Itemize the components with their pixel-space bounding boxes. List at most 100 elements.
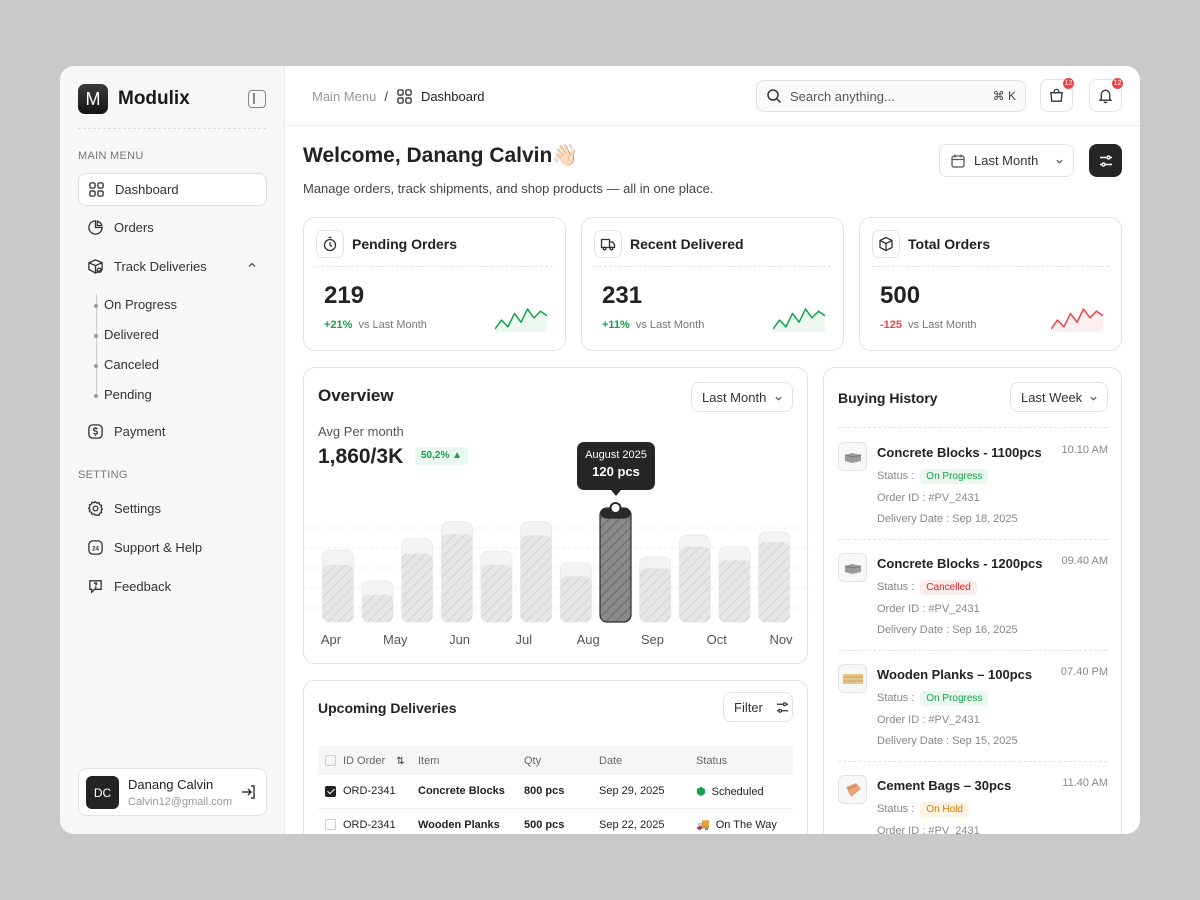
change-badge: 50,2% ▲ [415, 447, 469, 465]
x-tick-label: Jul [516, 632, 533, 647]
sidebar-item-track-deliveries[interactable]: Track Deliveries [78, 250, 267, 283]
submenu-pending[interactable]: Pending [94, 387, 152, 402]
select-all-checkbox[interactable] [325, 755, 336, 767]
qty: 800 pcs [524, 775, 599, 809]
table-row[interactable]: ORD-2341 Concrete Blocks 800 pcs Sep 29,… [318, 775, 793, 809]
history-item[interactable]: Cement Bags – 30pcs 11.40 AM Status : On … [838, 775, 1108, 834]
divider [78, 128, 266, 129]
submenu-delivered[interactable]: Delivered [94, 327, 159, 342]
history-period-select[interactable]: Last Week [1010, 382, 1108, 412]
stat-delta: +11% vs Last Month [602, 319, 704, 331]
box-search-icon [87, 258, 104, 275]
overview-bar-chart: Apr May Jun Jul Aug Sep Oct Nov [304, 502, 809, 647]
page-title: Welcome, Danang Calvin👋🏻 [303, 144, 579, 167]
deliveries-title: Upcoming Deliveries [318, 700, 457, 716]
sidebar-item-orders[interactable]: Orders [78, 211, 267, 244]
x-tick-label: Jun [449, 632, 470, 647]
sidebar-item-support[interactable]: 24 Support & Help [78, 531, 267, 564]
sidebar-item-label: Orders [114, 220, 154, 235]
brand-name: Modulix [118, 88, 190, 109]
status: 🚚 On The Way [696, 808, 793, 834]
column-header-id[interactable]: ID Order ⇅ [318, 746, 418, 775]
status: ⬢ Scheduled [696, 775, 793, 809]
filter-settings-button[interactable] [1089, 144, 1122, 177]
history-item-order: Order ID : #PV_2431 [877, 603, 980, 615]
history-item-time: 09.40 AM [1061, 555, 1108, 567]
user-card[interactable]: DC Danang Calvin Calvin12@gmail.com [78, 768, 267, 816]
history-item[interactable]: Concrete Blocks - 1200pcs 09.40 AM Statu… [838, 553, 1108, 664]
sort-icon[interactable]: ⇅ [396, 755, 405, 767]
bar-highlight[interactable] [599, 507, 632, 623]
breadcrumb-root[interactable]: Main Menu [312, 89, 377, 104]
submenu-on-progress[interactable]: On Progress [94, 297, 177, 312]
bar-fill [441, 534, 473, 622]
history-item-order: Order ID : #PV_2431 [877, 714, 980, 726]
table-row[interactable]: ORD-2341 Wooden Planks 500 pcs Sep 22, 2… [318, 808, 793, 834]
notification-button[interactable]: 12 [1089, 77, 1124, 112]
search-box[interactable]: ⌘ K [756, 80, 1026, 112]
stat-delta-value: +11% [602, 319, 630, 331]
sidebar-item-dashboard[interactable]: Dashboard [78, 173, 267, 206]
status-badge: Cancelled [920, 580, 977, 595]
sidebar-collapse-icon[interactable] [248, 90, 266, 108]
logout-icon[interactable] [240, 783, 258, 801]
history-item-order: Order ID : #PV_2431 [877, 825, 980, 834]
support-24-icon: 24 [87, 539, 104, 556]
chevron-down-icon [775, 396, 782, 401]
chevron-up-icon[interactable] [247, 260, 257, 270]
history-item-status: Status : On Progress [877, 469, 989, 484]
sparkline [1051, 308, 1103, 332]
history-item-delivery: Delivery Date : Sep 16, 2025 [877, 624, 1018, 636]
x-tick-label: Apr [321, 632, 342, 647]
filter-button[interactable]: Filter [723, 692, 793, 722]
column-header-item: Item [418, 754, 440, 767]
overview-period-select[interactable]: Last Month [691, 382, 793, 412]
stat-value: 219 [324, 282, 365, 309]
history-item[interactable]: Wooden Planks – 100pcs 07.40 PM Status :… [838, 664, 1108, 775]
overview-period-value: Last Month [702, 389, 767, 405]
cement-bag-icon [838, 775, 867, 804]
feedback-icon [87, 578, 104, 595]
submenu-canceled[interactable]: Canceled [94, 357, 159, 372]
sparkline [773, 308, 825, 332]
box-icon [872, 230, 900, 258]
bell-icon [1098, 89, 1113, 104]
sidebar: M Modulix MAIN MENU Dashboard Orders Tra… [60, 66, 285, 834]
stat-delta-value: -125 [880, 319, 903, 331]
x-tick-label: May [383, 632, 408, 647]
history-item-status: Status : On Progress [877, 691, 989, 706]
qty: 500 pcs [524, 808, 599, 834]
search-input[interactable] [790, 88, 980, 104]
bar-fill [639, 568, 671, 622]
sidebar-item-payment[interactable]: Payment [78, 415, 267, 448]
sidebar-item-settings[interactable]: Settings [78, 492, 267, 525]
overview-title: Overview [318, 386, 394, 405]
stat-delta: +21% vs Last Month [324, 319, 427, 331]
row-checkbox[interactable] [325, 785, 336, 797]
dollar-icon [87, 423, 104, 440]
sparkline-line [495, 308, 547, 330]
divider [838, 761, 1107, 762]
sparkline [495, 308, 547, 332]
history-item-delivery: Delivery Date : Sep 15, 2025 [877, 735, 1018, 747]
stat-value: 231 [602, 282, 643, 309]
divider [316, 266, 553, 267]
row-checkbox[interactable] [325, 819, 336, 831]
history-title: Buying History [838, 390, 938, 406]
cart-button[interactable]: 12 [1040, 77, 1075, 112]
cube-icon: ⬢ [696, 785, 706, 798]
item-name: Concrete Blocks [418, 775, 524, 809]
search-icon [767, 89, 782, 104]
sidebar-item-feedback[interactable]: Feedback [78, 570, 267, 603]
main-menu-label: MAIN MENU [78, 150, 144, 162]
period-select[interactable]: Last Month [939, 144, 1074, 177]
history-item-time: 10.10 AM [1061, 444, 1108, 456]
setting-label: SETTING [78, 469, 128, 481]
history-item[interactable]: Concrete Blocks - 1100pcs 10.10 AM Statu… [838, 442, 1108, 553]
breadcrumb: Main Menu / Dashboard [312, 88, 485, 105]
bar-fill [560, 576, 592, 622]
tooltip-month: August 2025 [585, 449, 647, 461]
avg-value: 1,860/3K [318, 445, 404, 468]
x-tick-label: Oct [707, 632, 728, 647]
status-badge: On Progress [920, 691, 989, 706]
